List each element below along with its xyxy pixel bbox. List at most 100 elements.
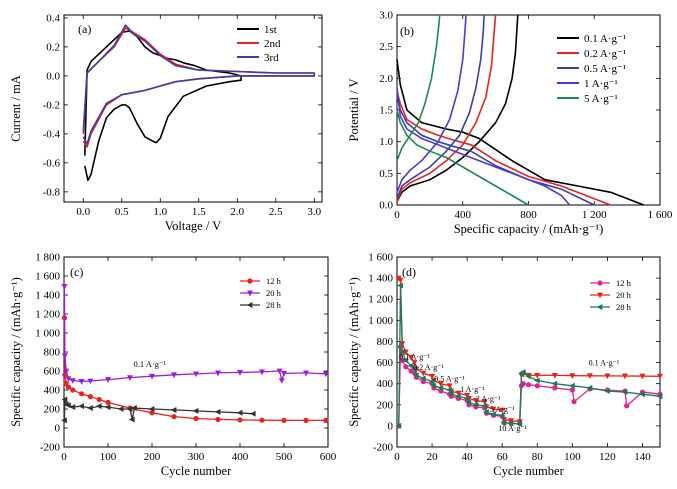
x-tick-label: 600 bbox=[320, 451, 337, 463]
data-point bbox=[407, 362, 414, 369]
x-axis-label: Cycle number bbox=[493, 464, 564, 478]
data-point bbox=[428, 378, 435, 385]
x-tick-label: 100 bbox=[100, 451, 117, 463]
x-axis-label: Cycle number bbox=[161, 464, 232, 478]
y-tick-label: 0.4 bbox=[46, 12, 60, 24]
y-tick-label: 1 600 bbox=[368, 252, 393, 264]
data-point bbox=[498, 412, 505, 419]
data-point bbox=[507, 420, 514, 427]
y-tick-label: 1 600 bbox=[35, 271, 60, 283]
data-point bbox=[128, 416, 135, 423]
y-axis-label: Specific capacity / (mAh·g⁻¹) bbox=[9, 277, 23, 427]
y-tick-label: 0.0 bbox=[379, 200, 393, 212]
data-point bbox=[104, 404, 111, 411]
series-line bbox=[82, 24, 316, 145]
data-point bbox=[490, 411, 496, 418]
data-point bbox=[126, 406, 133, 412]
data-point bbox=[215, 370, 221, 377]
data-point bbox=[63, 380, 69, 386]
x-tick-label: 1 200 bbox=[582, 209, 607, 221]
data-point bbox=[533, 377, 540, 384]
data-point bbox=[87, 405, 93, 412]
data-point bbox=[463, 395, 470, 402]
y-tick-label: 1 000 bbox=[368, 315, 393, 327]
charge-curve bbox=[396, 14, 497, 203]
data-point bbox=[249, 410, 256, 417]
data-point bbox=[412, 372, 419, 379]
panel-label: (b) bbox=[400, 24, 414, 38]
data-point bbox=[604, 388, 610, 395]
legend-label: 12 h bbox=[266, 276, 282, 286]
panel-label: (d) bbox=[402, 265, 416, 279]
data-point bbox=[70, 387, 76, 393]
charge-curve bbox=[396, 14, 467, 193]
data-point bbox=[170, 406, 177, 413]
y-tick-label: 1.0 bbox=[379, 136, 393, 148]
y-tick-label: -200 bbox=[40, 442, 61, 454]
discharge-curve bbox=[396, 87, 571, 206]
data-point bbox=[214, 408, 221, 415]
discharge-curve bbox=[396, 94, 595, 206]
data-point bbox=[79, 391, 85, 397]
data-point bbox=[171, 372, 177, 379]
data-point bbox=[259, 369, 265, 376]
data-point bbox=[149, 410, 155, 416]
y-tick-label: -200 bbox=[373, 442, 394, 454]
data-point bbox=[278, 378, 285, 384]
data-point bbox=[397, 277, 404, 284]
annotation: 0.1 A·g⁻¹ bbox=[134, 359, 167, 369]
data-point bbox=[408, 354, 415, 361]
data-point bbox=[61, 284, 68, 290]
y-tick-label: 0.5 bbox=[379, 168, 393, 180]
x-tick-label: 40 bbox=[462, 451, 474, 463]
legend-label: 20 h bbox=[266, 288, 282, 298]
data-point bbox=[621, 389, 628, 396]
y-tick-label: 1.5 bbox=[379, 105, 393, 117]
legend-marker bbox=[597, 292, 603, 299]
data-point bbox=[552, 385, 558, 391]
data-point bbox=[87, 378, 94, 385]
y-tick-label: 0 bbox=[388, 420, 394, 432]
data-point bbox=[639, 373, 646, 380]
data-point bbox=[105, 377, 111, 383]
legend-label: 12 h bbox=[616, 278, 632, 288]
x-tick-label: 20 bbox=[427, 451, 439, 463]
x-tick-label: 2.5 bbox=[269, 206, 283, 218]
legend-label: 3rd bbox=[264, 52, 279, 64]
x-tick-label: 0.5 bbox=[115, 206, 129, 218]
data-point bbox=[105, 399, 111, 405]
data-point bbox=[551, 380, 558, 387]
x-tick-label: 0 bbox=[394, 451, 400, 463]
data-point bbox=[192, 407, 199, 414]
data-point bbox=[399, 357, 405, 364]
legend-label: 20 h bbox=[616, 290, 632, 300]
data-point bbox=[586, 373, 593, 380]
annotation: 2 A·g⁻¹ bbox=[476, 395, 501, 404]
y-axis-label: Potential / V bbox=[347, 79, 361, 142]
data-point bbox=[446, 383, 453, 390]
data-point bbox=[323, 417, 329, 423]
data-point bbox=[571, 399, 577, 405]
charge-curve bbox=[396, 14, 485, 199]
data-point bbox=[69, 404, 76, 411]
data-point bbox=[322, 371, 329, 378]
legend-label: 28 h bbox=[616, 302, 632, 312]
annotation: 0.5 A·g⁻¹ bbox=[434, 375, 465, 384]
y-tick-label: 600 bbox=[377, 357, 394, 369]
data-point bbox=[624, 403, 630, 409]
series-line bbox=[63, 317, 326, 422]
data-point bbox=[411, 360, 418, 366]
x-tick-label: 140 bbox=[634, 451, 651, 463]
annotation: 0.1 A·g⁻¹ bbox=[399, 352, 430, 361]
data-point bbox=[127, 375, 133, 381]
data-point bbox=[465, 399, 472, 406]
data-point bbox=[499, 407, 506, 414]
data-point bbox=[569, 387, 575, 393]
y-tick-label: 800 bbox=[44, 347, 61, 359]
data-point bbox=[398, 349, 405, 355]
x-tick-label: 0 bbox=[61, 451, 67, 463]
x-tick-label: 80 bbox=[532, 451, 544, 463]
data-point bbox=[61, 417, 67, 424]
discharge-curve bbox=[396, 59, 644, 206]
data-point bbox=[534, 383, 540, 389]
